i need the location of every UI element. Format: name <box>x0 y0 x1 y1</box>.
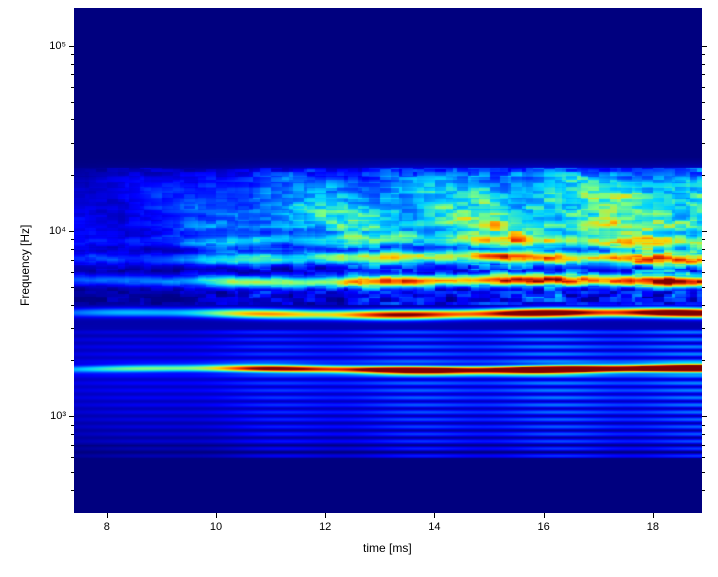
y-tick-label: 10³ <box>40 410 66 422</box>
spectrogram-canvas <box>74 8 702 513</box>
y-tick-label: 10⁴ <box>40 225 66 237</box>
y-axis-label: Frequency [Hz] <box>18 224 32 305</box>
x-tick-label: 8 <box>104 521 110 533</box>
x-axis-label: time [ms] <box>363 541 412 555</box>
x-tick-label: 14 <box>428 521 440 533</box>
x-tick-label: 12 <box>319 521 331 533</box>
y-tick-label: 10⁵ <box>40 40 66 52</box>
x-tick-label: 10 <box>210 521 222 533</box>
x-tick-label: 16 <box>538 521 550 533</box>
plot-area <box>74 8 702 513</box>
spectrogram-chart: time [ms] Frequency [Hz] 8 10 12 14 16 18 10³ 1… <box>0 0 718 577</box>
x-tick-label: 18 <box>647 521 659 533</box>
